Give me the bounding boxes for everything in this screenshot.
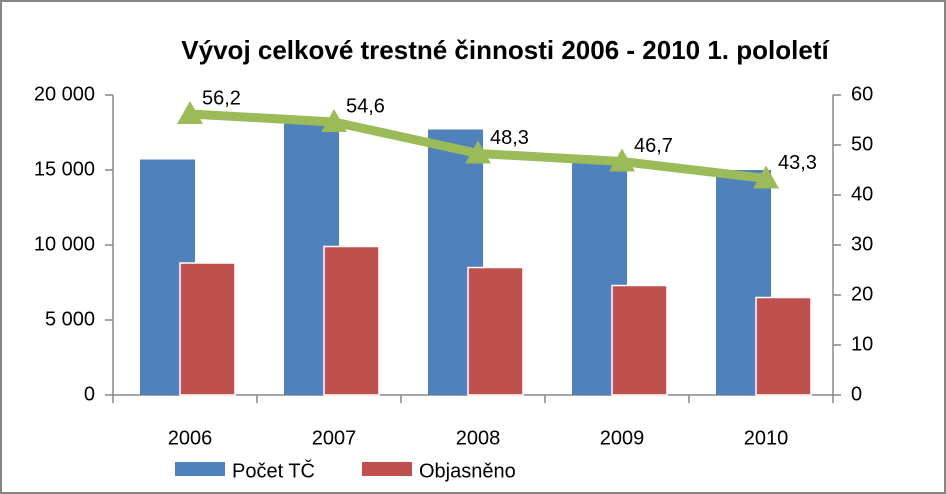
line-marker bbox=[177, 101, 203, 124]
y2-tick-label: 0 bbox=[851, 383, 862, 405]
x-tick-label: 2006 bbox=[168, 427, 213, 449]
legend-label: Objasněno bbox=[419, 460, 516, 482]
x-tick-label: 2009 bbox=[600, 427, 645, 449]
line-marker bbox=[465, 140, 491, 164]
y2-tick-label: 10 bbox=[851, 333, 873, 355]
y-tick-label: 10 000 bbox=[34, 233, 95, 255]
y2-tick-label: 50 bbox=[851, 133, 873, 155]
data-label: 54,6 bbox=[346, 95, 385, 117]
y2-tick-label: 60 bbox=[851, 83, 873, 105]
bar bbox=[755, 296, 812, 396]
y-tick-label: 0 bbox=[84, 383, 95, 405]
x-tick-label: 2007 bbox=[312, 427, 357, 449]
data-label: 48,3 bbox=[490, 127, 529, 149]
legend-swatch bbox=[175, 462, 225, 476]
chart-title: Vývoj celkové trestné činnosti 2006 - 20… bbox=[181, 35, 829, 65]
legend-label: Počet TČ bbox=[232, 459, 315, 482]
x-tick-label: 2010 bbox=[744, 427, 789, 449]
y2-tick-label: 40 bbox=[851, 183, 873, 205]
data-label: 56,2 bbox=[202, 87, 241, 109]
legend-swatch bbox=[362, 462, 412, 476]
bar bbox=[323, 245, 380, 396]
line-marker bbox=[321, 109, 347, 132]
line-marker bbox=[609, 148, 635, 172]
y2-tick-label: 30 bbox=[851, 233, 873, 255]
data-label: 46,7 bbox=[634, 135, 673, 157]
x-tick-label: 2008 bbox=[456, 427, 501, 449]
bar bbox=[611, 284, 668, 396]
y-tick-label: 20 000 bbox=[34, 83, 95, 105]
y-tick-label: 5 000 bbox=[45, 308, 95, 330]
data-label: 43,3 bbox=[778, 152, 817, 174]
y2-tick-label: 20 bbox=[851, 283, 873, 305]
bar bbox=[179, 262, 236, 396]
y-tick-label: 15 000 bbox=[34, 158, 95, 180]
bar bbox=[467, 266, 524, 396]
line-marker bbox=[753, 165, 779, 189]
